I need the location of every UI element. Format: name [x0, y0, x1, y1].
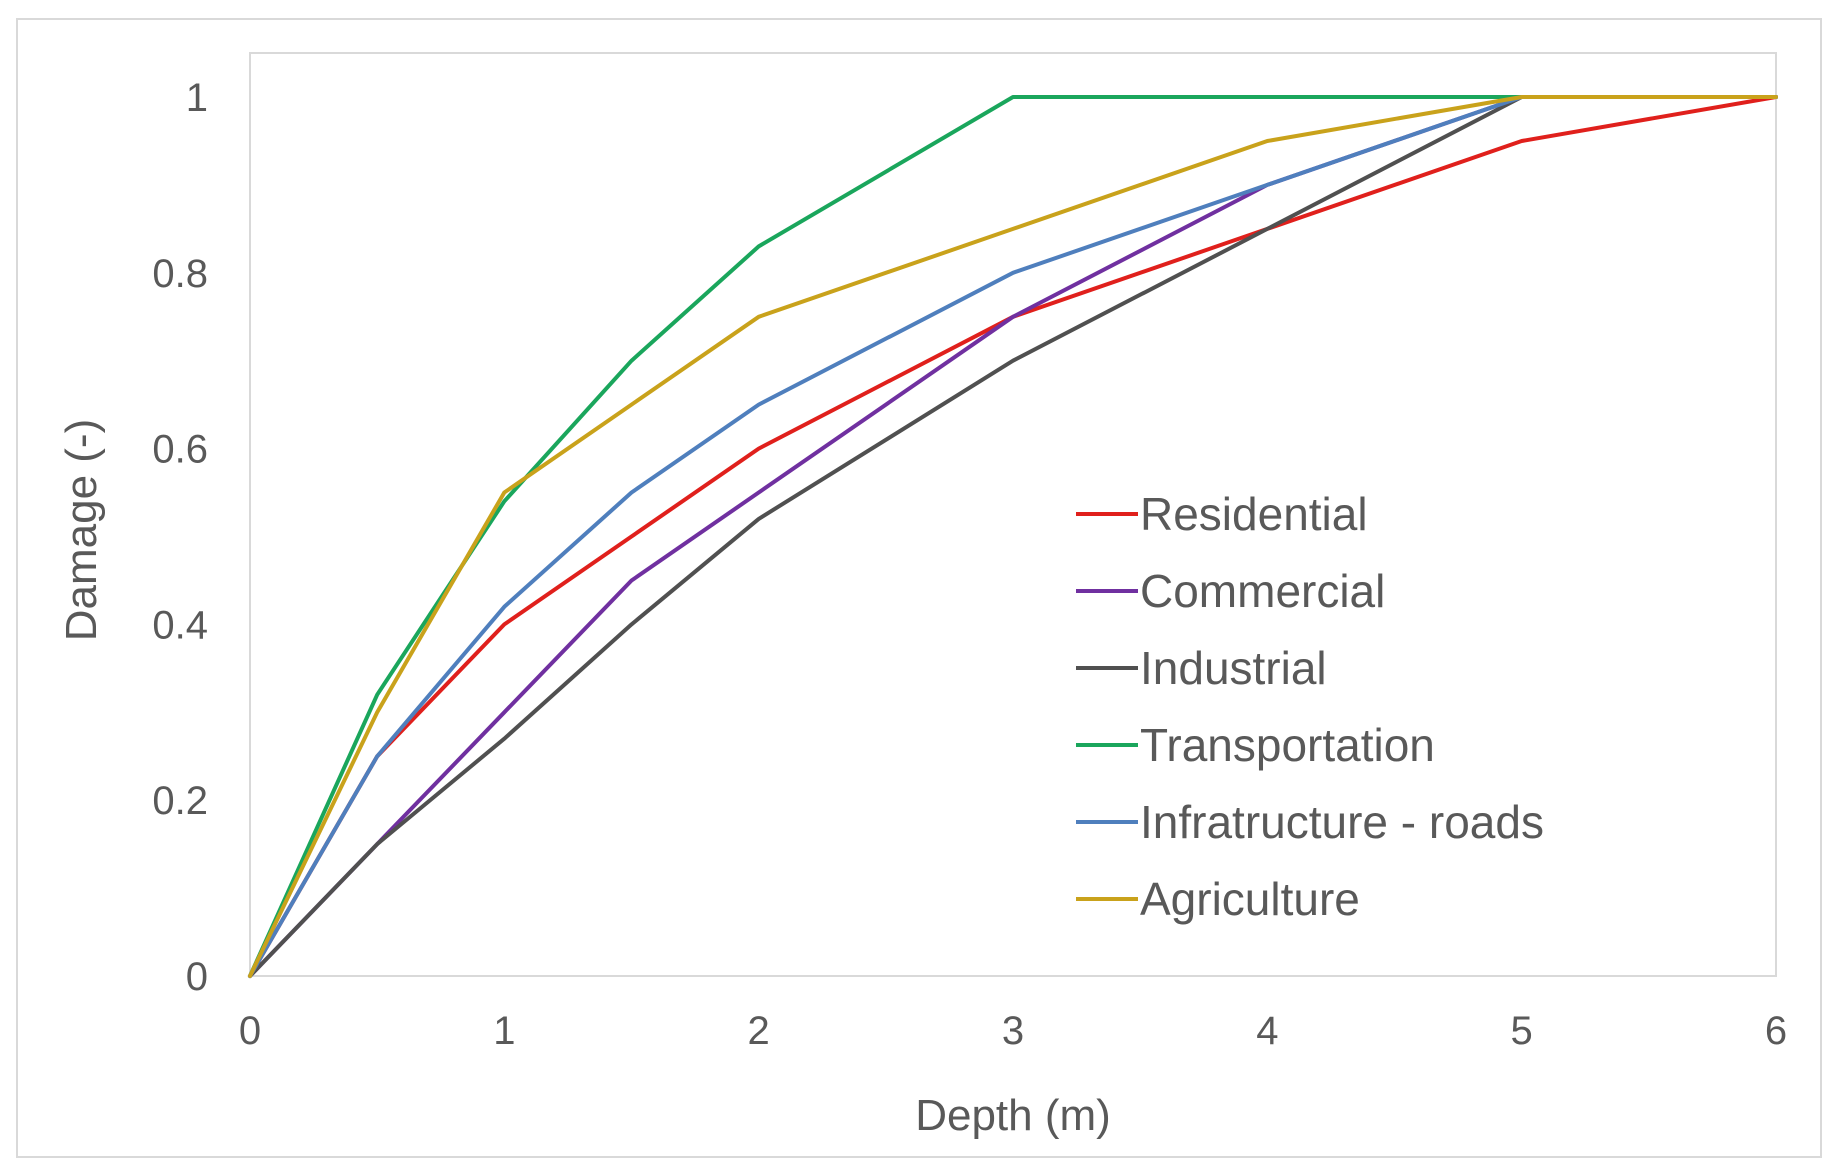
x-tick-label: 4 — [1256, 1009, 1278, 1053]
y-tick-label: 1 — [186, 76, 208, 120]
y-axis-title: Damage (-) — [57, 419, 106, 642]
legend-label: Infratructure - roads — [1140, 796, 1544, 848]
legend-label: Industrial — [1140, 642, 1327, 694]
chart-frame: 0 1 2 3 4 5 6 0 0.2 0.4 0.6 0.8 1 Depth (m) Damage (… — [16, 18, 1822, 1158]
x-tick-label: 6 — [1765, 1009, 1787, 1053]
legend-label: Residential — [1140, 488, 1368, 540]
series-line-infratructure-roads — [248, 95, 1778, 978]
plot-area — [249, 52, 1777, 977]
legend: Residential Commercial Industrial Transport… — [1076, 488, 1544, 925]
legend-label: Agriculture — [1140, 873, 1360, 925]
legend-label: Transportation — [1140, 719, 1435, 771]
series-line-industrial — [248, 95, 1778, 978]
series-line-residential — [248, 95, 1778, 978]
y-tick-label: 0.6 — [152, 428, 208, 472]
series-line-agriculture — [248, 95, 1778, 978]
x-axis-title: Depth (m) — [915, 1091, 1111, 1140]
y-tick-label: 0.8 — [152, 252, 208, 296]
y-tick-label: 0 — [186, 955, 208, 999]
series-lines — [248, 95, 1778, 978]
x-tick-label: 0 — [239, 1009, 261, 1053]
line-chart: 0 1 2 3 4 5 6 0 0.2 0.4 0.6 0.8 1 Depth (m) Damage (… — [57, 52, 1787, 1140]
x-tick-label: 3 — [1002, 1009, 1024, 1053]
axis-ticks: 0 1 2 3 4 5 6 0 0.2 0.4 0.6 0.8 1 — [152, 76, 1787, 1053]
legend-label: Commercial — [1140, 565, 1385, 617]
y-tick-label: 0.2 — [152, 779, 208, 823]
x-tick-label: 1 — [493, 1009, 515, 1053]
series-line-transportation — [248, 95, 1778, 978]
x-tick-label: 5 — [1511, 1009, 1533, 1053]
x-tick-label: 2 — [748, 1009, 770, 1053]
y-tick-label: 0.4 — [152, 603, 208, 647]
